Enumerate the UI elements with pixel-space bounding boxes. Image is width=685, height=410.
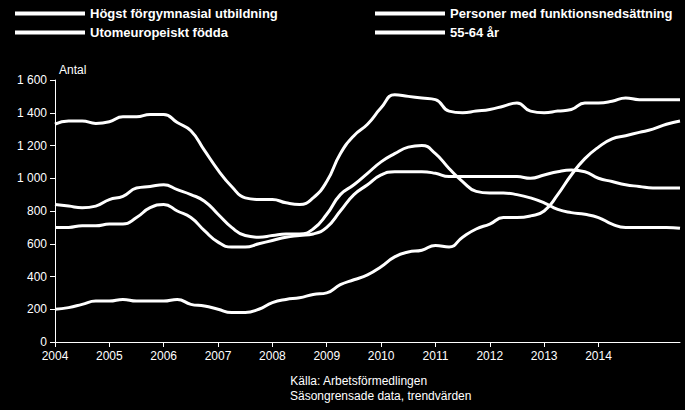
svg-text:Personer med funktionsnedsättn: Personer med funktionsnedsättning [450,6,673,21]
svg-text:2012: 2012 [476,349,503,363]
svg-text:2006: 2006 [150,349,177,363]
svg-text:Utomeuropeiskt födda: Utomeuropeiskt födda [90,25,229,40]
svg-text:2007: 2007 [205,349,232,363]
svg-text:0: 0 [40,335,47,349]
svg-text:2005: 2005 [96,349,123,363]
svg-text:1 600: 1 600 [17,73,47,87]
svg-text:Säsongrensade data, trendvärde: Säsongrensade data, trendvärden [290,389,471,403]
svg-text:1 400: 1 400 [17,106,47,120]
svg-text:55-64 år: 55-64 år [450,25,499,40]
svg-text:2014: 2014 [585,349,612,363]
svg-text:800: 800 [27,204,47,218]
svg-text:2009: 2009 [313,349,340,363]
svg-text:200: 200 [27,302,47,316]
svg-text:Högst förgymnasial utbildning: Högst förgymnasial utbildning [90,6,278,21]
svg-text:Källa: Arbetsförmedlingen: Källa: Arbetsförmedlingen [290,374,427,388]
svg-text:2011: 2011 [423,349,449,363]
svg-text:2008: 2008 [259,349,286,363]
svg-text:Antal: Antal [59,63,86,77]
svg-text:600: 600 [27,237,47,251]
svg-text:2010: 2010 [368,349,395,363]
svg-text:400: 400 [27,270,47,284]
svg-text:2013: 2013 [531,349,558,363]
svg-text:1 200: 1 200 [17,139,47,153]
svg-text:2004: 2004 [42,349,69,363]
svg-text:1 000: 1 000 [17,171,47,185]
